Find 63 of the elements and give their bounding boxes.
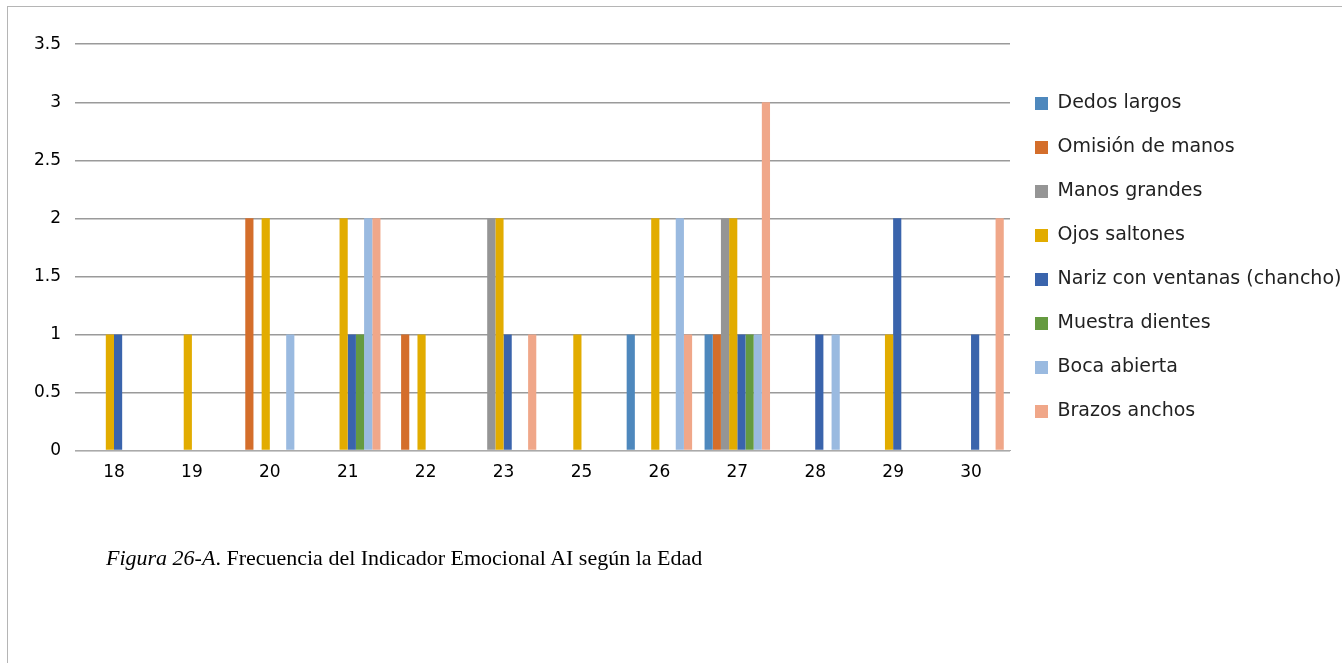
bar [753, 334, 762, 450]
y-tick-label: 3.5 [33, 32, 62, 53]
legend-label: Omisión de manos [1057, 134, 1235, 157]
bar [528, 334, 537, 450]
x-tick-label: 28 [804, 461, 827, 482]
legend-label: Manos grandes [1057, 178, 1203, 201]
bar [712, 334, 721, 450]
bar [761, 102, 771, 450]
bar [573, 334, 582, 450]
bar [729, 218, 738, 450]
bar [113, 334, 123, 450]
bar [339, 218, 348, 450]
bar [737, 334, 746, 450]
bar [495, 218, 504, 450]
text: Figura 26-A. Frecuencia del Indicador Emocional AI según la Edad [106, 545, 703, 571]
bar [831, 334, 840, 450]
bar [971, 334, 980, 450]
bar [261, 218, 270, 450]
bar [651, 218, 660, 450]
bar [347, 334, 356, 450]
bar [683, 334, 693, 450]
legend-label: Boca abierta [1057, 354, 1178, 377]
bar [372, 218, 381, 450]
bar [884, 334, 894, 450]
bar [675, 218, 684, 450]
y-tick-label: 3 [50, 90, 62, 111]
legend-label: Dedos largos [1057, 90, 1182, 113]
bar [245, 218, 254, 450]
legend-label: Nariz con ventanas (chancho) [1057, 266, 1342, 289]
bar [183, 334, 192, 450]
bar [105, 334, 114, 450]
y-tick-label: 1.5 [33, 264, 62, 285]
x-tick-label: 30 [960, 461, 982, 482]
y-tick-label: 0.5 [33, 380, 62, 401]
bar [401, 334, 410, 450]
bar [503, 334, 512, 450]
y-tick-label: 2 [50, 206, 62, 227]
bar [355, 334, 365, 450]
x-tick-label: 25 [570, 461, 593, 482]
legend-label: Muestra dientes [1057, 310, 1211, 333]
x-tick-label: 19 [181, 461, 203, 482]
bar [286, 334, 295, 450]
x-tick-label: 21 [336, 461, 359, 482]
bar [995, 218, 1004, 450]
x-tick-label: 27 [726, 461, 749, 482]
x-tick-label: 26 [648, 461, 671, 482]
y-tick-label: 2.5 [33, 148, 62, 169]
x-tick-label: 20 [259, 461, 281, 482]
x-tick-label: 23 [492, 461, 515, 482]
y-tick-label: 1 [50, 322, 62, 343]
bar [364, 218, 373, 450]
x-tick-label: 22 [414, 461, 437, 482]
legend-label: Ojos saltones [1057, 222, 1185, 245]
bar [704, 334, 713, 450]
y-tick-label: 0 [50, 439, 62, 460]
bar [417, 334, 426, 450]
legend-label: Brazos anchos [1057, 398, 1196, 421]
bar [893, 218, 902, 450]
x-tick-label: 18 [103, 461, 125, 482]
bar [815, 334, 824, 450]
x-tick-label: 29 [882, 461, 904, 482]
bar [626, 334, 635, 450]
bar [745, 334, 754, 450]
